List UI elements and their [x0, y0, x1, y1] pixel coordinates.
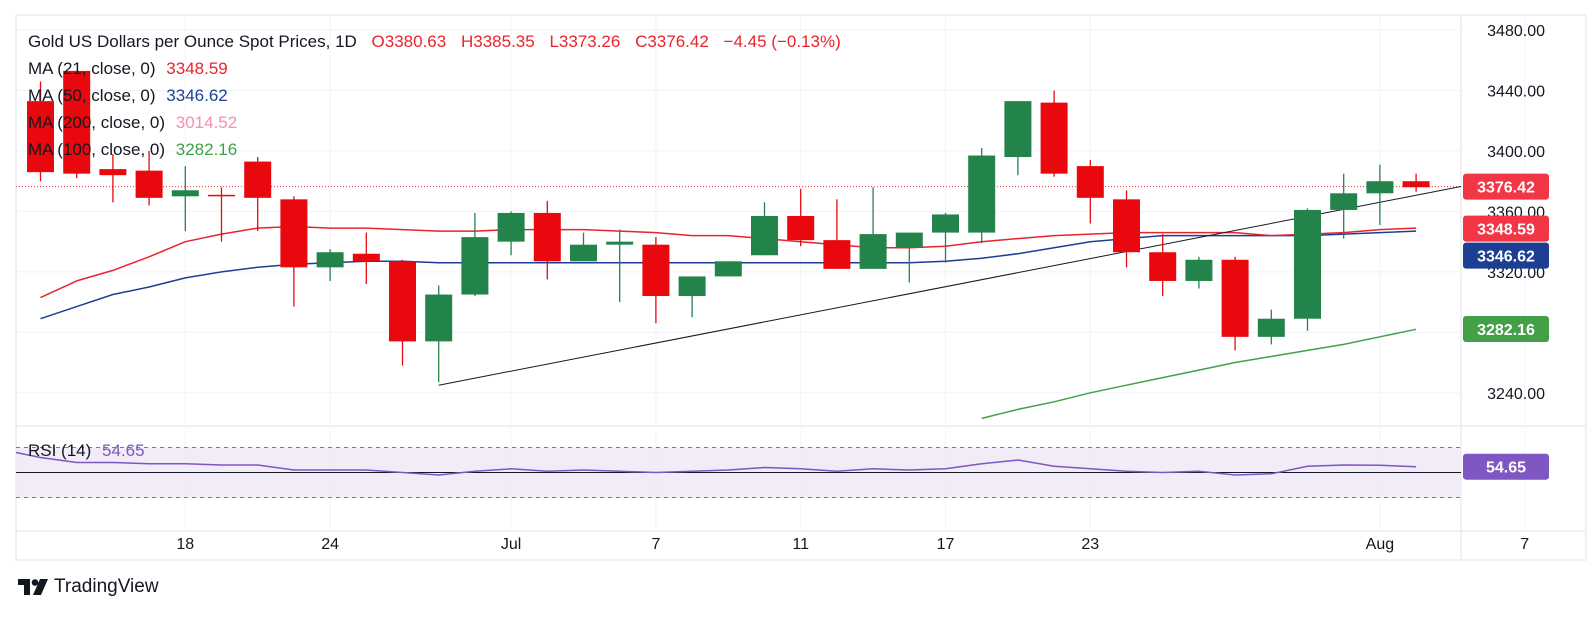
- ma21-value: 3348.59: [166, 59, 228, 78]
- time-axis-label: 18: [176, 536, 194, 553]
- candle-body-down: [1221, 259, 1249, 337]
- candle-body-up: [425, 294, 453, 342]
- rsi-legend-value: 54.65: [102, 441, 145, 460]
- price-axis-label: 3320.00: [1487, 265, 1545, 282]
- tradingview-logo-icon: [18, 579, 48, 595]
- candle-body-down: [27, 101, 54, 173]
- price-badge-label: 3348.59: [1477, 222, 1535, 239]
- time-axis-label: 24: [321, 536, 339, 553]
- candle-body-down: [1076, 166, 1104, 198]
- candle-body-up: [1330, 193, 1358, 210]
- candle-body-down: [208, 194, 235, 197]
- symbol-row: Gold US Dollars per Ounce Spot Prices, 1…: [28, 28, 841, 55]
- candle-body-down: [1149, 252, 1177, 281]
- candle-body-down: [787, 215, 815, 241]
- price-pane: [16, 70, 1461, 420]
- candle-body-up: [1004, 101, 1032, 158]
- ma50-legend[interactable]: MA (50, close, 0) 3346.62: [28, 82, 841, 109]
- candle-body-down: [823, 240, 851, 269]
- price-badge: [1463, 242, 1549, 269]
- candle-body-up: [859, 234, 887, 269]
- candle-body-down: [63, 70, 91, 174]
- candle-body-down: [280, 199, 308, 268]
- candle-body-up: [714, 261, 742, 277]
- candle-body-up: [171, 190, 199, 197]
- price-axis-label: 3440.00: [1487, 84, 1545, 101]
- price-badge-label: 3376.42: [1477, 180, 1535, 197]
- candle-body-down: [533, 212, 561, 262]
- candle-body-up: [1257, 318, 1285, 337]
- ohlc-close: C3376.42: [635, 32, 709, 51]
- tradingview-logo[interactable]: TradingView: [18, 576, 159, 598]
- ma200-label: MA (200, close, 0): [28, 113, 166, 132]
- candle-body-up: [316, 252, 344, 268]
- time-axis-label: Aug: [1366, 536, 1394, 553]
- ma100-label: MA (100, close, 0): [28, 140, 166, 159]
- tradingview-label: TradingView: [54, 576, 159, 597]
- symbol-title[interactable]: Gold US Dollars per Ounce Spot Prices, 1…: [28, 32, 357, 51]
- rsi-legend[interactable]: RSI (14) 54.65: [28, 441, 145, 461]
- price-axis-label: 3240.00: [1487, 386, 1545, 403]
- candle-body-down: [135, 170, 163, 198]
- candle-body-down: [1113, 199, 1140, 253]
- rsi-pane: [16, 447, 1461, 498]
- ma100-legend[interactable]: MA (100, close, 0) 3282.16: [28, 136, 841, 163]
- candle-body-down: [642, 244, 670, 297]
- ohlc-change: −4.45 (−0.13%): [723, 32, 841, 51]
- ma50-label: MA (50, close, 0): [28, 86, 156, 105]
- time-axis: 18 24 Jul 7 11 17 23 Aug 7: [176, 536, 1529, 553]
- candle-body-up: [932, 214, 959, 233]
- price-badge-label: 3282.16: [1477, 322, 1535, 339]
- candle-body-up: [895, 232, 923, 248]
- candle-body-down: [1040, 102, 1068, 174]
- candle-body-up: [751, 215, 778, 256]
- price-badge: [1463, 215, 1549, 242]
- time-axis-label: 7: [1520, 536, 1529, 553]
- candle-body-down: [1402, 181, 1430, 188]
- candle-body-up: [968, 155, 996, 233]
- candle-body-up: [461, 237, 489, 295]
- ohlc-low: L3373.26: [549, 32, 621, 51]
- ohlc-open: O3380.63: [371, 32, 447, 51]
- time-axis-label: 7: [651, 536, 660, 553]
- ma21-line: [40, 225, 1417, 299]
- trend-line: [438, 186, 1461, 386]
- ma50-value: 3346.62: [166, 86, 228, 105]
- ma21-legend[interactable]: MA (21, close, 0) 3348.59: [28, 55, 841, 82]
- candle-body-down: [389, 261, 416, 342]
- price-badges: 54.65 3376.42 3348.59 3346.62 3282.16: [1463, 173, 1549, 480]
- ohlc-high: H3385.35: [460, 32, 535, 51]
- chart-legend: Gold US Dollars per Ounce Spot Prices, 1…: [28, 28, 841, 163]
- price-badge: [1463, 173, 1549, 200]
- candle-body-down: [352, 253, 380, 262]
- price-axis-label: 3400.00: [1487, 144, 1545, 161]
- rsi-line: [16, 451, 1417, 476]
- candle-body-up: [1366, 181, 1394, 194]
- candle-body-up: [1185, 259, 1213, 281]
- candle-body-up: [606, 241, 634, 245]
- rsi-value-badge-label: 54.65: [1486, 460, 1526, 477]
- ma100-value: 3282.16: [175, 140, 238, 159]
- ma21-label: MA (21, close, 0): [28, 59, 156, 78]
- ma200-legend[interactable]: MA (200, close, 0) 3014.52: [28, 109, 841, 136]
- candle-body-down: [244, 161, 272, 198]
- price-badge: [1463, 316, 1549, 343]
- candle-body-up: [1294, 209, 1321, 319]
- price-axis-label: 3480.00: [1487, 23, 1545, 40]
- candle-body-down: [99, 169, 127, 176]
- ma100-line: [981, 328, 1417, 420]
- candle-body-up: [678, 276, 706, 297]
- rsi-label: RSI (14): [28, 441, 92, 460]
- price-badge-label: 3346.62: [1477, 249, 1535, 266]
- candle-body-up: [570, 244, 597, 262]
- time-axis-label: 11: [792, 536, 809, 553]
- time-axis-label: 17: [937, 536, 955, 553]
- ma200-value: 3014.52: [175, 113, 238, 132]
- time-axis-label: 23: [1081, 536, 1099, 553]
- candle-body-up: [497, 212, 525, 242]
- rsi-value-badge: [1463, 453, 1549, 480]
- time-axis-label: Jul: [501, 536, 521, 553]
